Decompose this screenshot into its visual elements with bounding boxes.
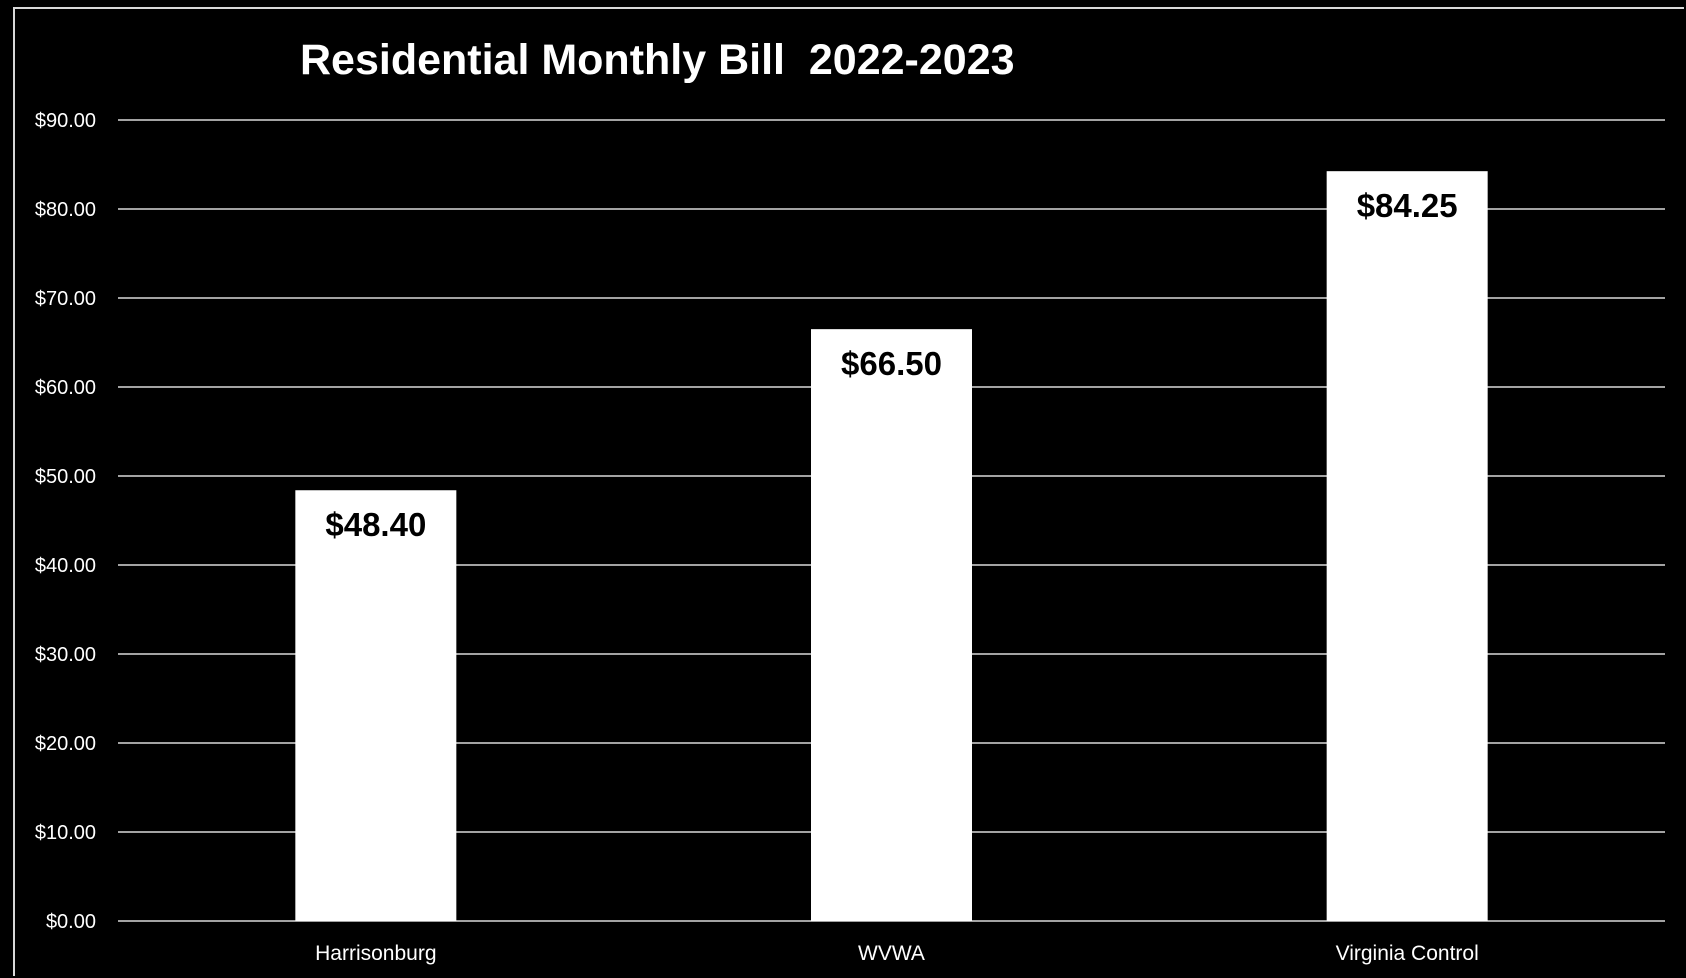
bars <box>295 171 1488 922</box>
y-tick-label: $50.00 <box>35 466 96 488</box>
bar <box>1326 171 1488 922</box>
bar <box>811 329 972 921</box>
y-tick-label: $40.00 <box>35 555 96 577</box>
y-tick-label: $30.00 <box>35 644 96 666</box>
data-label: $84.25 <box>1357 187 1458 224</box>
data-label: $66.50 <box>841 345 942 382</box>
y-tick-label: $80.00 <box>35 199 96 221</box>
y-tick-label: $60.00 <box>35 377 96 399</box>
chart-border <box>13 7 1684 976</box>
y-tick-label: $10.00 <box>35 822 96 844</box>
x-tick-label: Harrisonburg <box>315 942 436 965</box>
data-labels: $48.40 $66.50 $84.25 <box>325 187 1457 543</box>
y-tick-label: $20.00 <box>35 733 96 755</box>
y-tick-label: $70.00 <box>35 288 96 310</box>
x-tick-label: Virginia Control <box>1336 942 1479 965</box>
y-tick-label: $0.00 <box>46 911 96 933</box>
x-axis-tick-labels: Harrisonburg WVWA Virginia Control <box>315 942 1479 965</box>
y-axis-tick-labels: $0.00 $10.00 $20.00 $30.00 $40.00 $50.00 $60.0… <box>35 110 96 933</box>
chart-title: Residential Monthly Bill 2022-2023 <box>300 36 1015 84</box>
y-tick-label: $90.00 <box>35 110 96 132</box>
x-tick-label: WVWA <box>858 942 925 965</box>
bar <box>295 490 457 921</box>
data-label: $48.40 <box>325 506 426 543</box>
